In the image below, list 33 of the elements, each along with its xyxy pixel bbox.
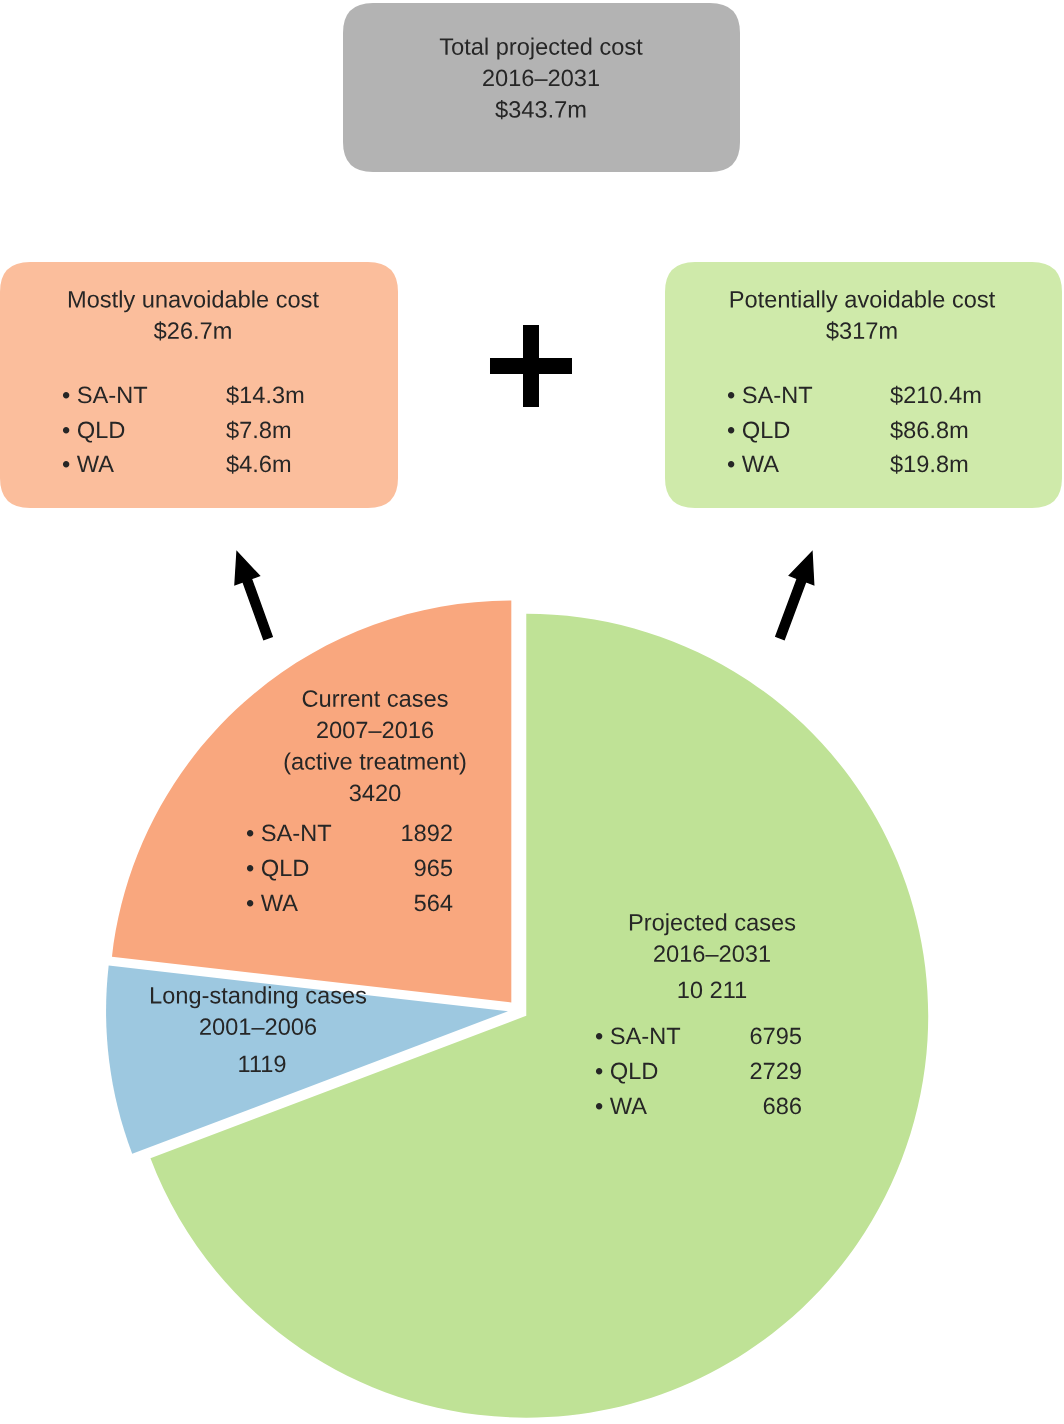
text: 564 [414,894,453,912]
slice-label: Projected cases 2016–2031 [629,913,796,963]
text: $4.6m [226,454,291,474]
text: • WA [246,894,298,912]
text: $7.8m [226,420,291,440]
text: Total projected cost 2016–2031 $343.7m [439,37,643,120]
text: • QLD [727,421,790,443]
text: • QLD [62,421,125,443]
text: 2729 [750,1062,801,1080]
data-label: 3420 [349,784,401,802]
text: • SA-NT [246,824,332,842]
text: • SA-NT [727,386,813,404]
text: $19.8m [890,454,968,474]
text: 6795 [750,1027,802,1045]
text: $210.4m [890,385,981,405]
text: $14.3m [226,385,304,405]
text: Potentially avoidable cost $317m [730,290,996,341]
slice-label: Long-standing cases 2001–2006 [151,986,367,1036]
text: • QLD [595,1062,658,1084]
text: • WA [595,1097,647,1115]
slice-label: Current cases 2007–2016 (active treatment) [284,690,466,775]
text: $86.8m [890,420,968,440]
data-label: 10 211 [678,981,747,999]
text: • QLD [246,859,309,881]
text: 686 [763,1097,801,1115]
text: • SA-NT [62,386,148,404]
text: 1892 [402,824,452,842]
text: Mostly unavoidable cost $26.7m [68,290,319,341]
data-label: 1119 [239,1055,286,1073]
text: 965 [414,859,453,877]
text: • SA-NT [595,1027,681,1045]
text: • WA [727,455,779,473]
text: • WA [62,455,114,473]
